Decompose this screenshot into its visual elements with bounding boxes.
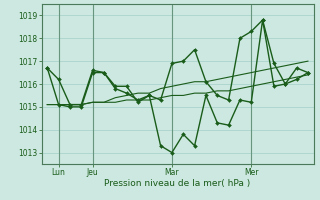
X-axis label: Pression niveau de la mer( hPa ): Pression niveau de la mer( hPa ) (104, 179, 251, 188)
